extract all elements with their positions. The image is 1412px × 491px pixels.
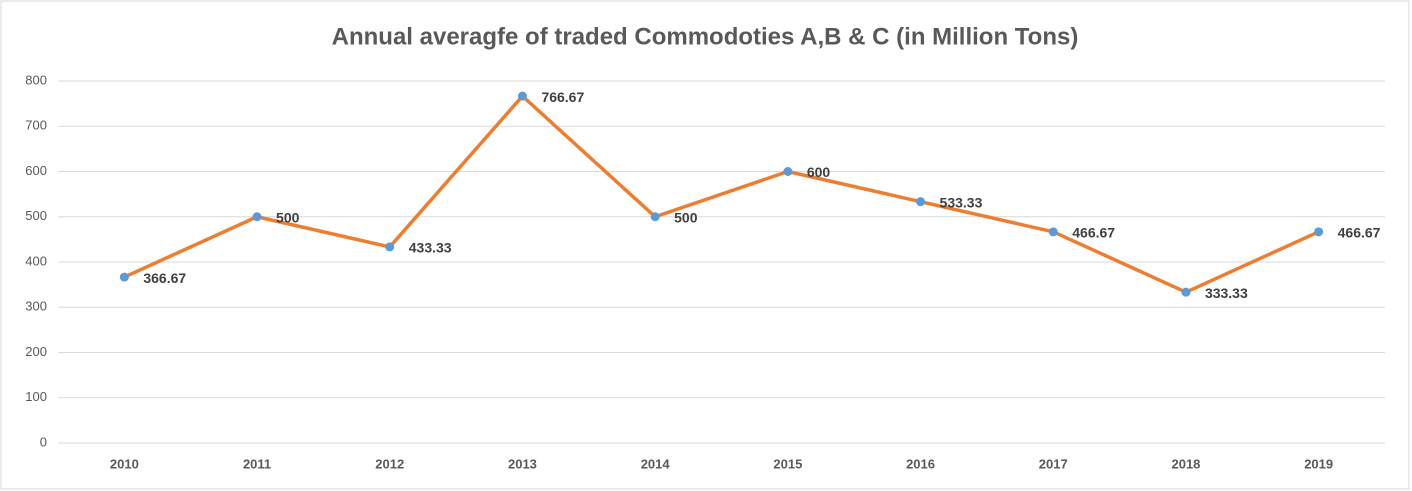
- y-tick-label: 300: [25, 299, 47, 314]
- marker: [385, 242, 395, 252]
- y-tick-label: 600: [25, 163, 47, 178]
- data-label: 366.67: [143, 270, 186, 286]
- marker: [783, 167, 793, 176]
- line: [123, 94, 1320, 294]
- chart-title: Annual averagfe of traded Commodoties A,…: [332, 23, 1079, 50]
- data-label: 433.33: [409, 240, 452, 256]
- data-label: 500: [674, 209, 698, 225]
- data-label: 500: [276, 209, 300, 225]
- x-tick-label: 2011: [243, 456, 271, 471]
- x-tick-label: 2019: [1304, 456, 1333, 471]
- y-tick-label: 100: [25, 389, 47, 404]
- marker: [650, 212, 660, 222]
- x-tick-label: 2017: [1039, 456, 1068, 471]
- marker: [1048, 227, 1058, 237]
- data-label: 766.67: [541, 89, 584, 105]
- x-tick-label: 2013: [508, 456, 537, 471]
- y-tick-label: 800: [25, 72, 47, 87]
- marker: [252, 212, 262, 222]
- x-tick-label: 2014: [641, 456, 671, 471]
- marker: [1181, 287, 1191, 297]
- y-tick-label: 200: [25, 344, 47, 359]
- data-label: 600: [807, 164, 831, 180]
- x-tick-label: 2012: [375, 456, 404, 471]
- x-tick-label: 2016: [906, 456, 935, 471]
- y-tick-label: 0: [40, 434, 47, 449]
- y-tick-label: 400: [25, 253, 47, 268]
- marker: [916, 197, 926, 207]
- data-label: 333.33: [1205, 285, 1248, 301]
- marker: [119, 272, 129, 282]
- x-tick-label: 2018: [1171, 456, 1200, 471]
- data-label: 466.67: [1072, 225, 1115, 241]
- marker: [1314, 227, 1324, 237]
- y-tick-label: 500: [25, 208, 47, 223]
- x-tick-label: 2010: [110, 456, 139, 471]
- data-label: 466.67: [1338, 225, 1381, 241]
- marker: [517, 91, 527, 101]
- data-label: 533.33: [940, 194, 983, 210]
- x-tick-label: 2015: [773, 456, 802, 471]
- y-tick-label: 700: [25, 118, 47, 133]
